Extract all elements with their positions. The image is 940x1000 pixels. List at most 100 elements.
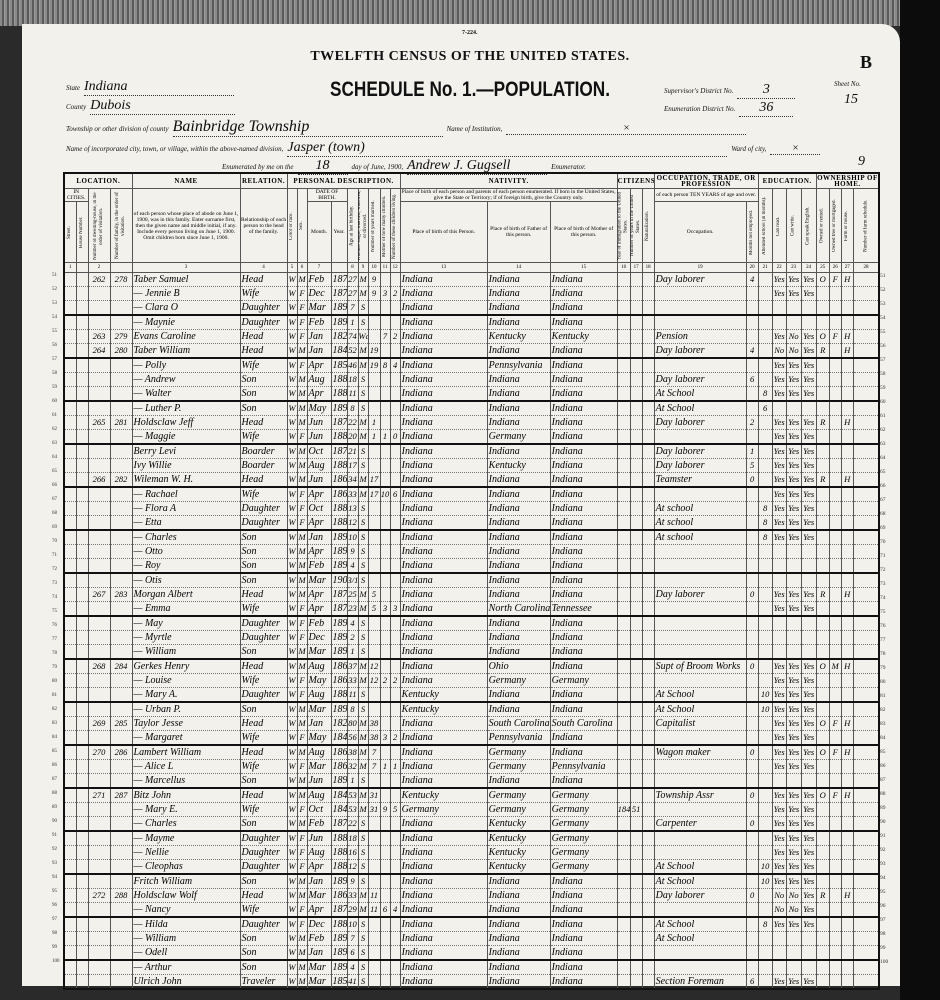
cell-years-married (367, 931, 381, 946)
cell-relation: Boarder (239, 458, 288, 473)
cell-can-read: Yes (771, 816, 787, 832)
cell-house-number (75, 759, 89, 774)
cell-can-read: Yes (771, 744, 787, 760)
cell-years-in-us: 51 (629, 802, 643, 817)
cell-mother-of (379, 544, 391, 559)
cell-naturalization (641, 601, 655, 617)
cell-color: W (286, 701, 298, 717)
cell-family-number (109, 529, 133, 545)
cell-farm-schedule (852, 572, 880, 588)
cell-person-name: — Otis (131, 572, 241, 588)
cell-age: 1 (346, 644, 359, 660)
cell-immigration-year (616, 873, 631, 889)
table-row: — Mary E.WifeWFOct184653M3195GermanyGerm… (63, 802, 880, 817)
table-row: — Flora ADaughterWFOct188613SIndianaIndi… (63, 501, 880, 516)
cell-birth-month: Aug (306, 845, 332, 860)
cell-children-living: 3 (389, 601, 401, 617)
cell-family-number (109, 300, 133, 316)
cell-farm-schedule (852, 558, 880, 574)
column-number: 12 (389, 262, 401, 273)
cell-occupation: Day laborer (653, 587, 747, 602)
cell-father-birthplace: Indiana (486, 472, 551, 488)
cell-street (63, 630, 77, 645)
cell-father-birthplace: Indiana (486, 902, 551, 918)
cell-school-months (757, 787, 773, 803)
cell-farm-schedule (852, 372, 880, 387)
cell-person-name: — Roy (131, 558, 241, 574)
cell-family-number (109, 372, 133, 387)
cell-years-married: 31 (367, 787, 381, 803)
cell-mother-of (379, 343, 391, 359)
cell-immigration-year (616, 630, 631, 645)
cell-school-months (757, 974, 773, 990)
cell-naturalization (641, 787, 655, 803)
table-row: — CharlesSonWMFeb187822SIndianaKentuckyG… (63, 816, 880, 832)
cell-mother-birthplace: Indiana (549, 272, 618, 287)
cell-immigration-year (616, 830, 631, 846)
cell-farm-house (840, 687, 854, 703)
cell-immigration-year (616, 486, 631, 502)
cell-can-read: Yes (771, 673, 787, 688)
cell-family-number: 285 (109, 716, 133, 731)
cell-color: W (286, 759, 298, 774)
cell-months-unemployed (745, 759, 759, 774)
cell-farm-schedule (852, 415, 880, 430)
cell-can-read: Yes (771, 357, 787, 373)
cell-birthplace: Indiana (399, 974, 488, 990)
cell-immigration-year (616, 959, 631, 975)
cell-can-write: Yes (785, 587, 802, 602)
line-number: 82 (52, 707, 57, 712)
cell-father-birthplace: Indiana (486, 701, 551, 717)
form-number: 7-224. (462, 30, 478, 36)
cell-can-speak-english (800, 773, 817, 789)
relation-description: Relationship of each person to the head … (239, 188, 288, 263)
cell-school-months (757, 343, 773, 359)
cell-months-unemployed (745, 830, 759, 846)
cell-birth-year: 1877 (330, 415, 348, 430)
cell-can-speak-english: Yes (800, 687, 817, 703)
cell-can-speak-english (800, 931, 817, 946)
cell-school-months (757, 429, 773, 445)
cell-father-birthplace: Indiana (486, 400, 551, 416)
cell-street (63, 902, 77, 918)
cell-can-speak-english: Yes (800, 658, 817, 674)
cell-birthplace: Indiana (399, 415, 488, 430)
cell-birth-month: Jun (306, 773, 332, 789)
cell-can-speak-english (800, 544, 817, 559)
cell-owned-rented (815, 529, 830, 545)
cell-street (63, 486, 77, 502)
cell-street (63, 759, 77, 774)
cell-free-mortgaged (828, 945, 842, 961)
cell-relation: Daughter (239, 916, 288, 932)
cell-house-number (75, 357, 89, 373)
cell-street (63, 329, 77, 344)
cell-birth-month: Feb (306, 615, 332, 631)
cell-sex: F (296, 486, 308, 502)
cell-school-months (757, 730, 773, 746)
cell-can-write: Yes (785, 701, 802, 717)
cell-marital-status: M (357, 587, 369, 602)
line-number: 78 (880, 651, 886, 657)
cell-owned-rented: R (815, 587, 830, 602)
cell-birth-month: Oct (306, 501, 332, 516)
cell-color: W (286, 916, 298, 932)
line-number: 61 (52, 413, 57, 418)
cell-can-read (771, 773, 787, 789)
col-header-year: Year. (330, 201, 348, 263)
cell-can-write: Yes (785, 816, 802, 832)
cell-person-name: — Luther P. (131, 400, 241, 416)
cell-farm-schedule (852, 601, 880, 617)
cell-birthplace: Indiana (399, 644, 488, 660)
cell-sex: M (296, 343, 308, 359)
cell-dwelling-number (87, 630, 111, 645)
cell-children-living (389, 501, 401, 516)
cell-owned-rented (815, 902, 830, 918)
cell-birthplace: Indiana (399, 272, 488, 287)
cell-years-married (367, 572, 381, 588)
cell-school-months: 6 (757, 400, 773, 416)
cell-house-number (75, 644, 89, 660)
cell-free-mortgaged (828, 773, 842, 789)
